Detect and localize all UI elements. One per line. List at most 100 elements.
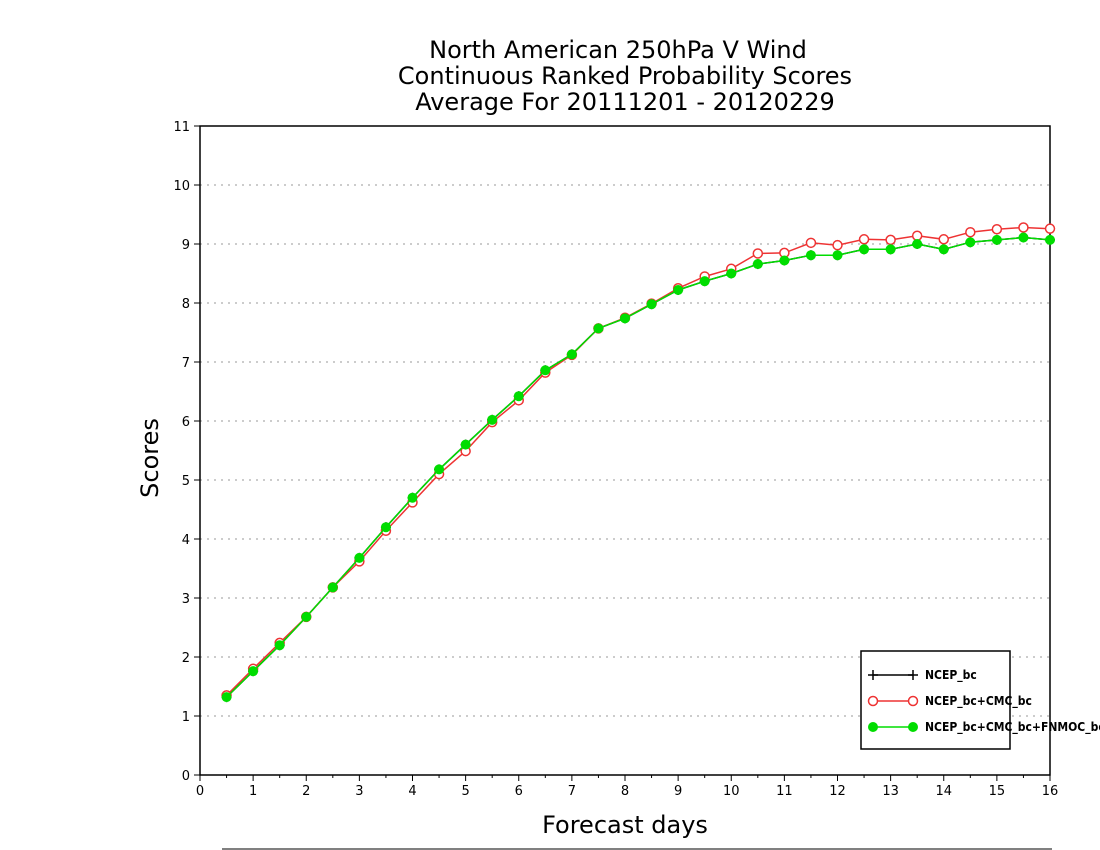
- x-tick-label-8: 8: [621, 784, 629, 799]
- series-2-point-3: [301, 611, 312, 622]
- series-2-point-20: [752, 259, 763, 270]
- legend-marker-right-2: [908, 722, 918, 732]
- series-2-point-31: [1045, 234, 1055, 245]
- series-1-point-29: [991, 224, 1003, 235]
- y-tick-label-10: 10: [173, 179, 190, 194]
- legend-marker-left-1: [867, 695, 879, 707]
- series-line-0: [226, 236, 1051, 698]
- series-1-point-23: [832, 239, 843, 251]
- title-line-3: Average For 20111201 - 20120229: [415, 88, 835, 116]
- series-1: [221, 222, 1056, 701]
- y-tick-label-8: 8: [182, 297, 190, 312]
- series-1-point-24: [858, 234, 870, 245]
- title-line-1: North American 250hPa V Wind: [429, 36, 807, 64]
- y-tick-label-2: 2: [182, 651, 190, 666]
- legend-marker-left-2: [868, 722, 878, 732]
- series-2-point-19: [726, 268, 737, 279]
- series-2-point-2: [274, 640, 285, 651]
- x-tick-label-10: 10: [723, 784, 740, 799]
- series-2-point-4: [327, 582, 338, 593]
- series-2-point-21: [779, 255, 790, 266]
- series-1-point-31: [1044, 223, 1056, 234]
- series-2-point-25: [885, 244, 896, 255]
- series-2-point-22: [805, 250, 816, 261]
- y-tick-label-6: 6: [182, 415, 190, 430]
- legend-marker-right-0: [908, 670, 918, 680]
- series-2-point-9: [460, 439, 471, 450]
- x-tick-label-3: 3: [355, 784, 363, 799]
- legend: NCEP_bc NCEP_bc+CMC_bc NCEP_bc+CMC_bc+FNMO…: [860, 650, 1100, 750]
- series-2-point-15: [620, 313, 630, 324]
- series-2-point-1: [248, 666, 259, 677]
- x-tick-label-5: 5: [461, 784, 469, 799]
- x-tick-label-4: 4: [408, 784, 416, 799]
- series-layer: [221, 222, 1056, 703]
- legend-marker-left-0: [868, 670, 878, 680]
- legend-entry-1: NCEP_bc+CMC_bc: [867, 694, 1032, 709]
- series-2-point-27: [938, 244, 949, 255]
- series-2-point-8: [434, 464, 445, 475]
- series-2-point-10: [487, 414, 498, 425]
- x-tick-label-12: 12: [829, 784, 846, 799]
- chart-title: North American 250hPa V Wind Continuous …: [398, 36, 852, 116]
- legend-label-1: NCEP_bc+CMC_bc: [925, 694, 1032, 709]
- y-tick-label-9: 9: [182, 238, 190, 253]
- y-tick-label-7: 7: [182, 356, 190, 371]
- x-tick-label-6: 6: [515, 784, 523, 799]
- series-2-point-26: [912, 239, 923, 249]
- y-tick-label-3: 3: [182, 592, 190, 607]
- x-tick-label-11: 11: [776, 784, 793, 799]
- series-line-2: [226, 236, 1051, 698]
- series-2-point-18: [699, 276, 710, 287]
- y-tick-label-11: 11: [173, 120, 190, 135]
- x-tick-label-9: 9: [674, 784, 682, 799]
- y-tick-label-0: 0: [182, 769, 190, 784]
- legend-entry-0: NCEP_bc: [868, 668, 977, 683]
- x-tick-label-15: 15: [989, 784, 1006, 799]
- series-2-point-0: [221, 692, 232, 703]
- legend-entry-2: NCEP_bc+CMC_bc+FNMOC_bc: [868, 720, 1100, 735]
- series-2-point-6: [380, 522, 391, 533]
- y-tick-label-1: 1: [182, 710, 190, 725]
- x-axis-title: Forecast days: [542, 811, 708, 839]
- x-tick-label-2: 2: [302, 784, 310, 799]
- series-2-point-24: [859, 244, 870, 255]
- x-tick-label-1: 1: [249, 784, 257, 799]
- x-tick-label-0: 0: [196, 784, 204, 799]
- series-2-point-12: [540, 365, 551, 376]
- y-tick-label-5: 5: [182, 474, 190, 489]
- series-2-point-11: [513, 391, 524, 402]
- series-1-point-28: [965, 226, 976, 238]
- title-line-2: Continuous Ranked Probability Scores: [398, 62, 852, 90]
- series-1-point-30: [1018, 222, 1029, 233]
- series-2-point-28: [965, 237, 976, 248]
- series-1-point-20: [752, 248, 764, 259]
- series-1-point-25: [885, 234, 896, 246]
- series-2-point-7: [407, 492, 418, 503]
- series-2-point-29: [991, 234, 1002, 245]
- x-tick-label-7: 7: [568, 784, 576, 799]
- y-tick-label-4: 4: [182, 533, 190, 548]
- series-2-point-17: [673, 285, 684, 296]
- x-tick-label-13: 13: [882, 784, 899, 799]
- x-tick-label-16: 16: [1042, 784, 1059, 799]
- y-axis-title: Scores: [136, 418, 164, 498]
- legend-label-0: NCEP_bc: [925, 668, 977, 683]
- series-2-point-16: [646, 299, 657, 310]
- series-2: [221, 232, 1055, 703]
- x-tick-label-14: 14: [935, 784, 952, 799]
- legend-box: [860, 650, 1011, 750]
- series-2-point-5: [354, 552, 365, 563]
- series-line-1: [226, 226, 1051, 696]
- series-1-point-26: [911, 230, 923, 241]
- gridlines: [200, 184, 1050, 717]
- legend-label-2: NCEP_bc+CMC_bc+FNMOC_bc: [925, 720, 1100, 735]
- series-1-point-22: [805, 237, 817, 249]
- series-2-point-13: [566, 349, 577, 360]
- series-1-point-27: [938, 234, 949, 245]
- legend-marker-right-1: [907, 695, 919, 707]
- series-2-point-30: [1018, 232, 1029, 243]
- series-2-point-14: [593, 323, 604, 334]
